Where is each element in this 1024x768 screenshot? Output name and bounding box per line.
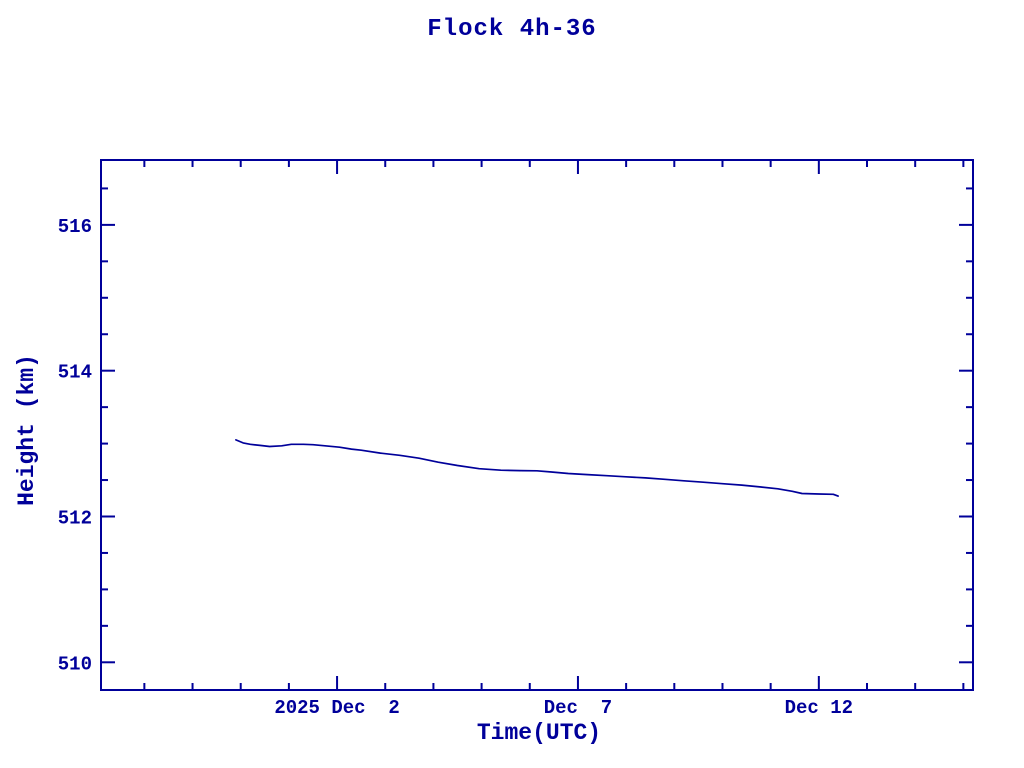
y-tick-label: 512 — [58, 507, 92, 529]
x-tick-label: 2025 Dec 2 — [274, 697, 399, 719]
y-tick-label: 510 — [58, 653, 92, 675]
y-tick-label: 514 — [58, 362, 92, 384]
x-tick-label: Dec 12 — [785, 697, 853, 719]
x-tick-label: Dec 7 — [544, 697, 612, 719]
data-line — [235, 439, 839, 497]
y-tick-label: 516 — [58, 216, 92, 238]
chart-title: Flock 4h-36 — [427, 16, 597, 43]
y-axis-title: Height (km) — [14, 354, 40, 506]
x-axis-title: Time(UTC) — [476, 720, 602, 746]
plot-frame — [100, 159, 974, 691]
